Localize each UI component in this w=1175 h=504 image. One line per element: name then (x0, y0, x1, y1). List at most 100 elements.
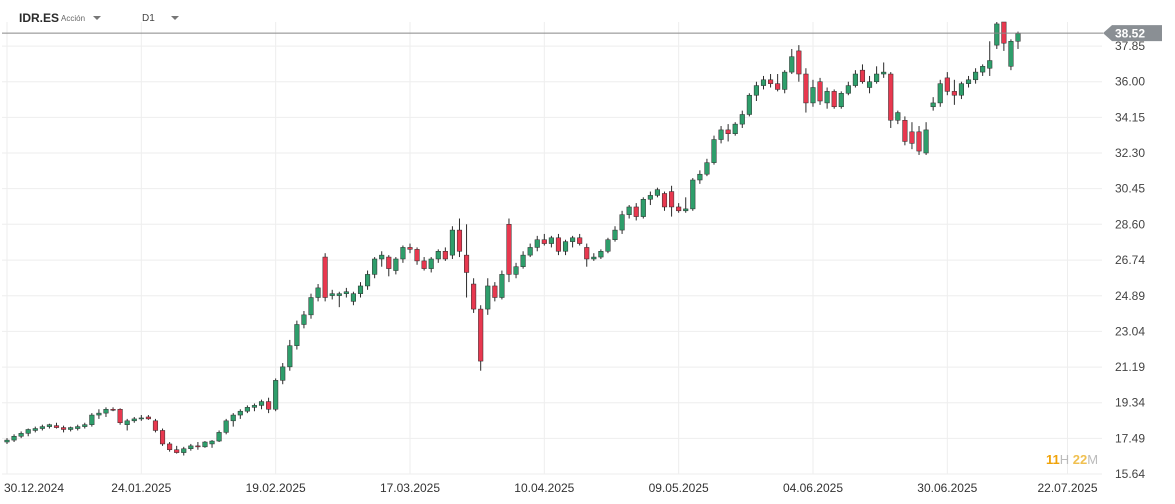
symbol-dropdown-icon[interactable] (93, 16, 101, 20)
candle-up (562, 239, 569, 256)
candle-body (782, 71, 788, 90)
timer-hours-unit: H (1059, 452, 1070, 467)
candle-body (216, 432, 222, 442)
candle-up (89, 413, 95, 427)
candle-body (110, 409, 116, 411)
x-tick-label: 04.06.2025 (783, 481, 843, 495)
symbol-label[interactable]: IDR.ES (19, 11, 60, 25)
candle-up (75, 424, 81, 431)
candle-up (428, 257, 434, 273)
candle-up (987, 41, 993, 76)
candle-body (866, 81, 873, 88)
candle-up (124, 418, 130, 431)
price-axis[interactable]: 37.85 36.00 34.15 32.30 30.45 28.60 26.74 24.89… (1115, 39, 1145, 481)
candle-body (379, 254, 385, 260)
candle-body (329, 293, 335, 296)
candle-up (202, 441, 208, 448)
candle-up (810, 79, 816, 107)
candle-up (591, 253, 597, 261)
candle-up (973, 68, 979, 84)
x-tick-label: 22.07.2025 (1037, 481, 1097, 495)
candle-up (294, 320, 300, 350)
candle-down (944, 72, 950, 96)
y-tick-label: 17.49 (1115, 431, 1145, 445)
candle-body (980, 66, 986, 73)
candle-up (237, 409, 243, 419)
candle-down (916, 126, 922, 155)
candle-body (478, 308, 484, 362)
x-tick-label: 09.05.2025 (649, 481, 709, 495)
candle-body (817, 81, 823, 102)
candle-down (145, 415, 151, 420)
instrument-type-label[interactable]: Acción (61, 14, 86, 23)
candle-up (626, 205, 632, 219)
candle-body (343, 291, 349, 294)
candle-body (895, 112, 901, 121)
candle-body (174, 449, 180, 453)
time-axis[interactable]: 30.12.2024 24.01.2025 19.02.2025 17.03.2025… (4, 481, 1098, 495)
candle-body (442, 251, 448, 260)
last-price-label: 38.52 (1115, 27, 1145, 41)
y-tick-label: 37.85 (1115, 39, 1145, 53)
candle-body (308, 297, 314, 316)
candle-body (117, 409, 123, 424)
candle-body (711, 139, 717, 163)
candle-up (782, 70, 788, 94)
candle-up (895, 110, 901, 125)
chart-grid (2, 22, 1102, 475)
candle-up (315, 284, 321, 302)
candle-down (902, 116, 908, 146)
candle-body (965, 79, 972, 84)
candle-body (570, 237, 576, 242)
candle-up (329, 289, 335, 300)
timer-hours: 11 (1046, 452, 1060, 467)
candle-up (923, 122, 929, 155)
candle-down (167, 442, 173, 452)
candle-up (216, 430, 222, 443)
candle-body (492, 285, 498, 298)
timeframe-dropdown-icon[interactable] (171, 16, 179, 20)
candle-body (485, 285, 491, 310)
candle-body (881, 71, 887, 75)
candle-down (633, 203, 639, 221)
candle-body (994, 23, 1000, 46)
candle-down (266, 397, 272, 414)
candle-up (258, 399, 265, 410)
candle-body (350, 293, 356, 302)
candle-up (598, 249, 604, 259)
candle-down (386, 255, 392, 277)
candle-body (315, 287, 321, 298)
candle-body (506, 224, 512, 275)
candle-up (845, 81, 851, 96)
candle-body (534, 239, 540, 248)
candle-down (464, 224, 470, 298)
timeframe-selector[interactable]: D1 (142, 13, 155, 24)
candle-up (937, 79, 943, 107)
candle-body (661, 193, 668, 208)
candle-up (499, 270, 505, 300)
candle-down (478, 305, 484, 371)
candle-body (75, 426, 81, 429)
candle-body (513, 266, 519, 275)
candle-body (25, 429, 31, 434)
candle-up (866, 75, 873, 94)
candle-down (661, 191, 668, 211)
timer-minutes: 22 (1072, 452, 1088, 467)
candle-down (152, 418, 159, 433)
candle-body (322, 256, 328, 298)
candle-down (669, 185, 675, 217)
candle-down (61, 425, 67, 433)
candle-up (68, 426, 74, 432)
candle-up (520, 251, 526, 269)
candle-up (683, 197, 689, 213)
candle-up (746, 93, 752, 117)
candle-up (760, 75, 767, 90)
y-tick-label: 23.04 (1115, 324, 1145, 338)
candle-down (159, 428, 166, 446)
candle-body (18, 433, 24, 437)
candle-body (562, 241, 569, 252)
candle-body (68, 427, 74, 430)
candle-up (372, 257, 378, 279)
candle-body (464, 254, 470, 273)
